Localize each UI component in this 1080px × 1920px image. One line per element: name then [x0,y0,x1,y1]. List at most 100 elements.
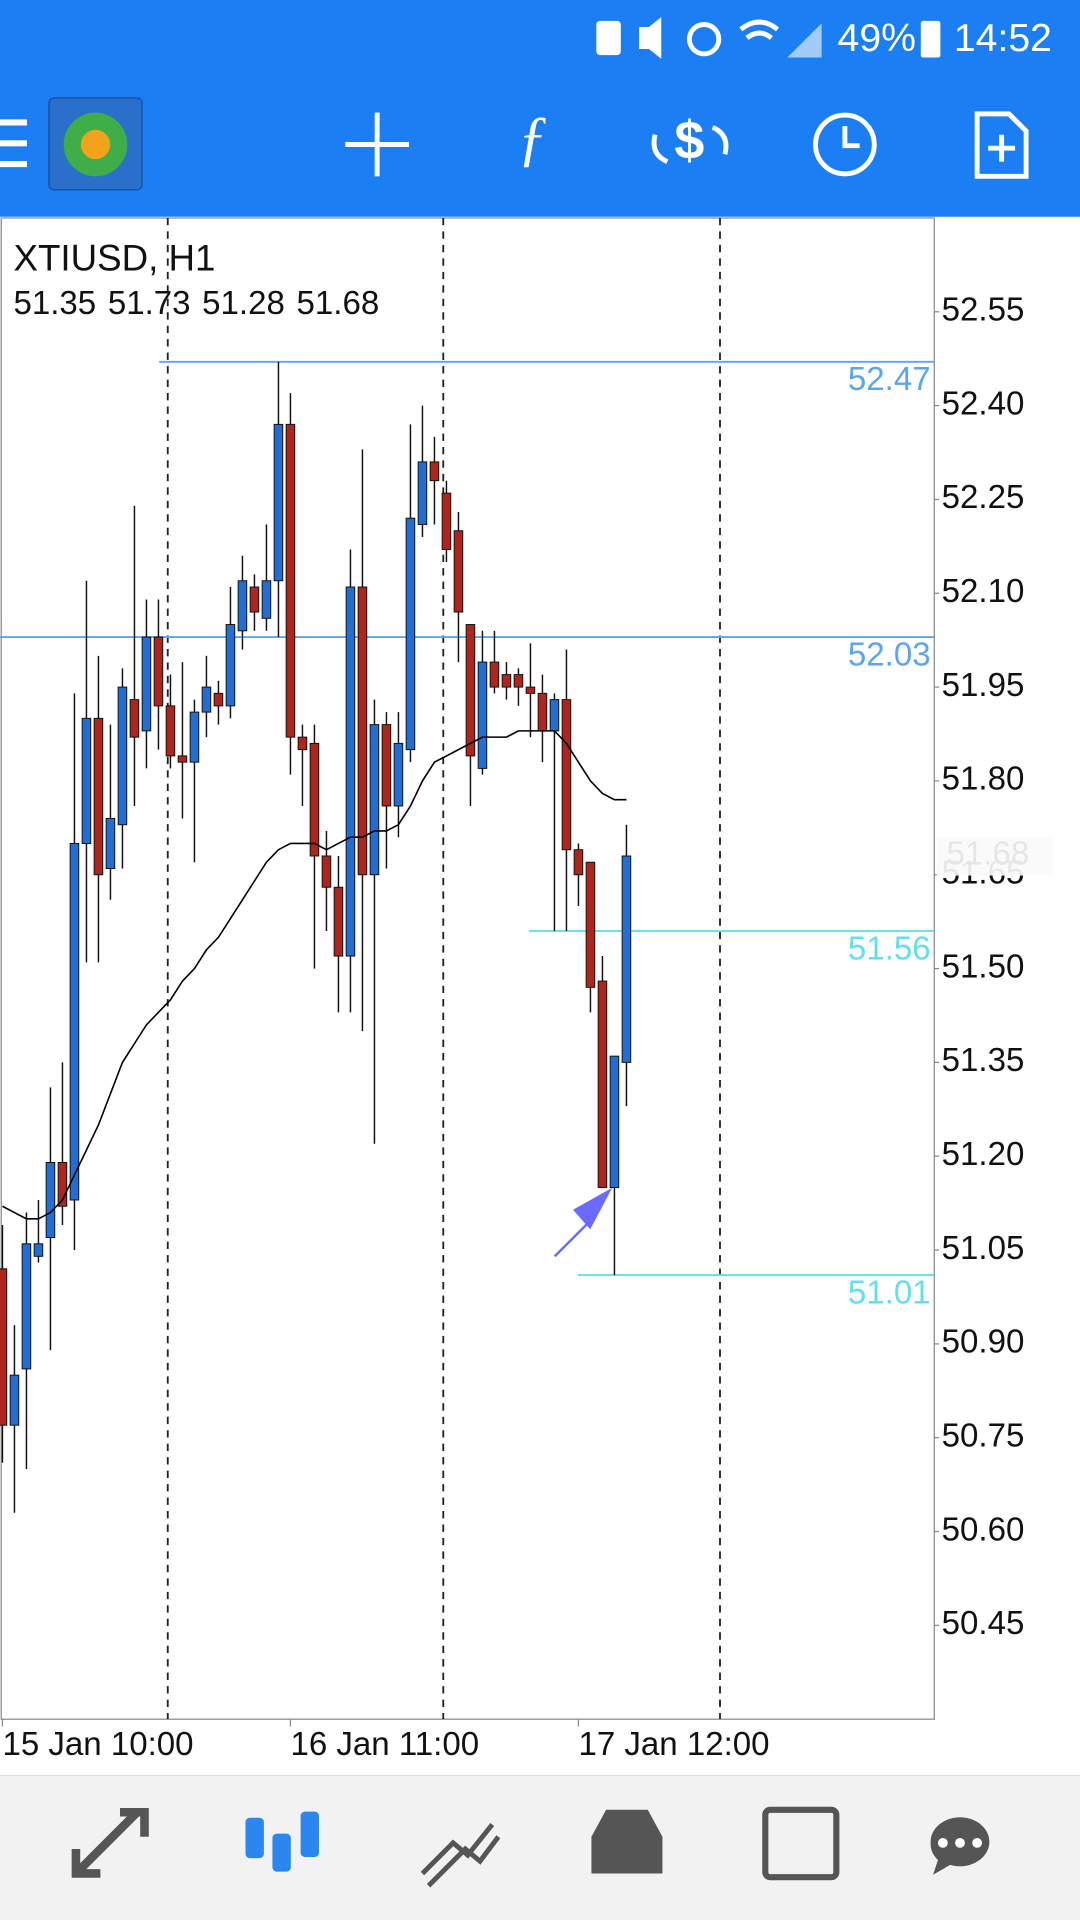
y-tick-label: 51.80 [942,761,1025,798]
candle-body [309,742,320,857]
clock-text: 14:52 [954,17,1052,60]
candle-body [477,661,488,769]
ohlc-high: 51.73 [108,285,191,322]
candle-body [441,492,452,550]
app-bar [0,0,1080,217]
wifi-icon [739,19,780,40]
candle-body [561,699,572,851]
candle-body [417,461,428,525]
ohlc-close: 51.68 [297,285,380,322]
moving-average [2,730,627,1220]
plot-area [0,217,935,1720]
alarm-icon [686,22,722,57]
candle-body [177,755,188,763]
candle-body [381,724,392,807]
new-order-button[interactable] [974,111,1029,179]
history-tab[interactable] [591,1809,663,1874]
candle-body [57,1161,68,1207]
menu-button[interactable] [0,119,27,168]
candle-body [357,586,368,876]
y-tick-label: 50.60 [942,1511,1025,1548]
level-label: 51.01 [848,1274,931,1311]
candle-body [501,674,512,688]
candle-body [93,717,104,876]
trade-button[interactable]: $ [674,111,704,171]
clock-hands [842,126,860,149]
y-tick-label: 52.55 [942,292,1025,329]
candle-body [537,692,548,732]
battery-saver-icon [596,20,621,56]
candle-body [81,717,92,844]
y-tick-label: 51.05 [942,1230,1025,1267]
y-tick-label: 52.25 [942,479,1025,516]
trade-tab[interactable] [420,1822,501,1888]
y-tick-label: 50.75 [942,1417,1025,1454]
candle-body [405,517,416,751]
crosshair-button[interactable] [345,112,409,177]
indicators-button[interactable]: ƒ [517,105,548,173]
ohlc-open: 51.35 [13,285,96,322]
candle-body [453,530,464,613]
candle-body [9,1374,20,1426]
period-button[interactable] [813,112,877,177]
candle-body [429,461,440,482]
candle-body [45,1161,56,1239]
battery-text: 49% [838,17,916,60]
candle-body [621,855,632,1063]
candle-body [333,886,344,957]
candle-body [393,742,404,807]
candle-body [549,699,560,732]
candle-body [105,817,116,869]
candle-body [129,699,140,738]
candle-body [285,423,296,738]
logo-badge [80,129,111,160]
y-tick-label: 52.10 [942,573,1025,610]
bottom-nav [0,1775,1080,1920]
level-label: 52.47 [848,361,931,398]
chart-tab[interactable] [245,1811,319,1872]
candle-body [261,580,272,619]
ohlc-readout: 51.35 51.73 51.28 51.68 [13,285,379,322]
current-price-label: 51.68 [947,836,1030,873]
x-tick-label: 15 Jan 10:00 [2,1726,193,1763]
candle-body [237,580,248,632]
candle-body [321,855,332,888]
candle-body [141,636,152,732]
candle-body [573,849,584,876]
candle-body [489,661,500,688]
y-tick-label: 51.35 [942,1042,1025,1079]
candle-body [525,686,536,694]
y-tick-label: 50.90 [942,1324,1025,1361]
trade-arrows [651,125,729,164]
candle-body [21,1243,32,1370]
y-tick-label: 51.20 [942,1136,1025,1173]
candle-body [117,686,128,826]
x-tick-label: 16 Jan 11:00 [290,1726,479,1763]
candle-body [369,724,380,876]
y-tick-label: 51.50 [942,948,1025,985]
chart-title: XTIUSD, H1 [13,238,215,279]
candle-body [165,705,176,757]
candle-body [201,686,212,713]
news-tab[interactable] [762,1806,840,1881]
arrow-shaft [553,1218,593,1258]
candle-body [465,624,476,757]
chart: XTIUSD, H1 51.35 51.73 51.28 51.68 52.55… [0,217,1054,1763]
candle-body [513,674,524,688]
candle-body [153,636,164,707]
quotes-tab[interactable] [71,1807,149,1878]
current-price-box [936,836,1054,876]
candle-body [189,711,200,763]
y-tick-label: 52.40 [942,385,1025,422]
candle-body [273,423,284,582]
candle-body [585,861,596,988]
candle-body [597,980,608,1188]
candle-body [249,586,260,613]
candle-body [69,842,80,1201]
battery-icon [920,20,941,58]
candle-body [225,624,236,707]
candle-body [609,1055,620,1188]
y-tick-label: 51.95 [942,667,1025,704]
candle-body [0,1268,8,1426]
